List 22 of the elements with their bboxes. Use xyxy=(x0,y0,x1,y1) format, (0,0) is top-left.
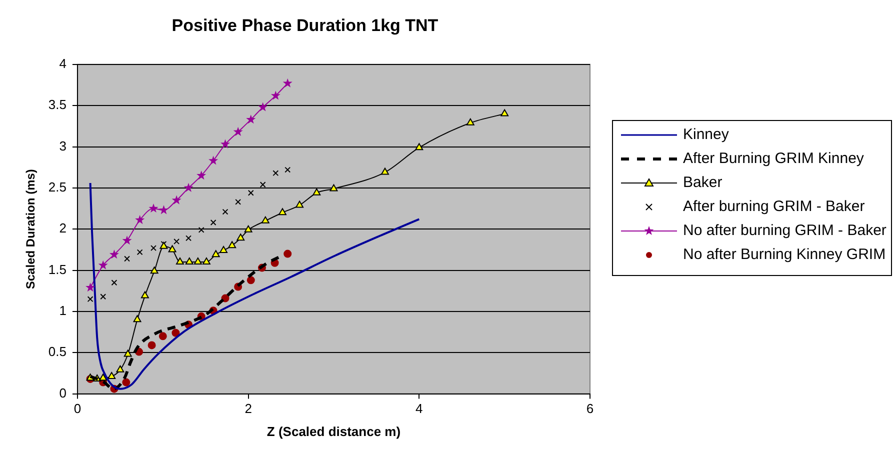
legend-label: Kinney xyxy=(683,126,729,143)
x-tick-label: 4 xyxy=(416,401,423,416)
y-tick-label: 2 xyxy=(59,220,66,236)
x-axis-title: Z (Scaled distance m) xyxy=(266,424,401,439)
legend-label: No after Burning Kinney GRIM xyxy=(683,246,886,263)
legend-label: After burning GRIM - Baker xyxy=(683,198,865,215)
y-tick-label: 3.5 xyxy=(48,97,66,112)
x-tick-label: 2 xyxy=(244,401,252,416)
y-tick-label: 2.5 xyxy=(48,180,66,195)
y-tick-label: 4 xyxy=(59,56,66,71)
x-tick-label: 0 xyxy=(74,401,82,416)
y-tick-label: 3 xyxy=(59,138,66,154)
y-axis-title: Scaled Duration (ms) xyxy=(24,169,38,290)
y-tick-label: 1 xyxy=(59,303,66,318)
legend-label: Baker xyxy=(683,174,722,191)
chart-title: Positive Phase Duration 1kg TNT xyxy=(172,16,439,35)
y-tick-label: 1.5 xyxy=(48,262,66,277)
legend-label: After Burning GRIM Kinney xyxy=(683,150,864,167)
y-tick-label: 0.5 xyxy=(48,344,66,360)
y-tick-label: 0 xyxy=(59,385,66,400)
legend-label: No after burning GRIM - Baker xyxy=(683,222,886,239)
x-tick-label: 6 xyxy=(586,401,594,416)
